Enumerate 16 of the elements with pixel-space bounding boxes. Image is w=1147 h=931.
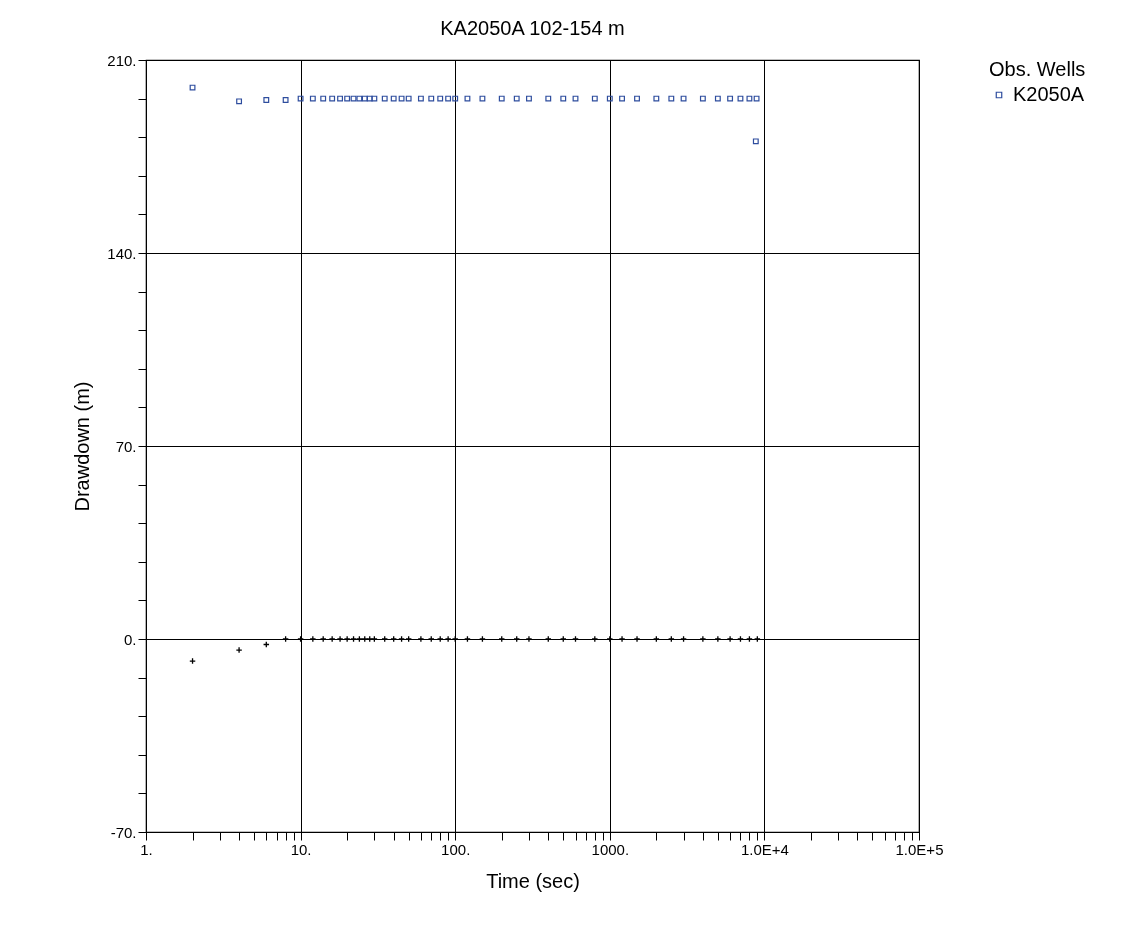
legend-label: K2050A [1013, 83, 1085, 105]
y-tick-label: -70. [110, 823, 137, 841]
x-tick-label: 1.0E+5 [895, 840, 944, 858]
y-axis-title: Drawdown (m) [71, 381, 94, 512]
x-tick-label: 1000. [591, 840, 630, 858]
chart-title: KA2050A 102-154 m [440, 17, 625, 39]
x-tick-label: 1. [140, 840, 153, 858]
legend-title: Obs. Wells [989, 58, 1086, 80]
y-tick-label: 0. [123, 630, 137, 648]
y-tick-label: 70. [115, 437, 137, 455]
x-axis-title: Time (sec) [486, 869, 580, 892]
x-tick-label: 1.0E+4 [740, 840, 789, 858]
y-tick-label: 210. [107, 51, 137, 69]
x-tick-label: 10. [290, 840, 312, 858]
x-tick-label: 100. [441, 840, 471, 858]
y-tick-label: 140. [107, 244, 137, 262]
